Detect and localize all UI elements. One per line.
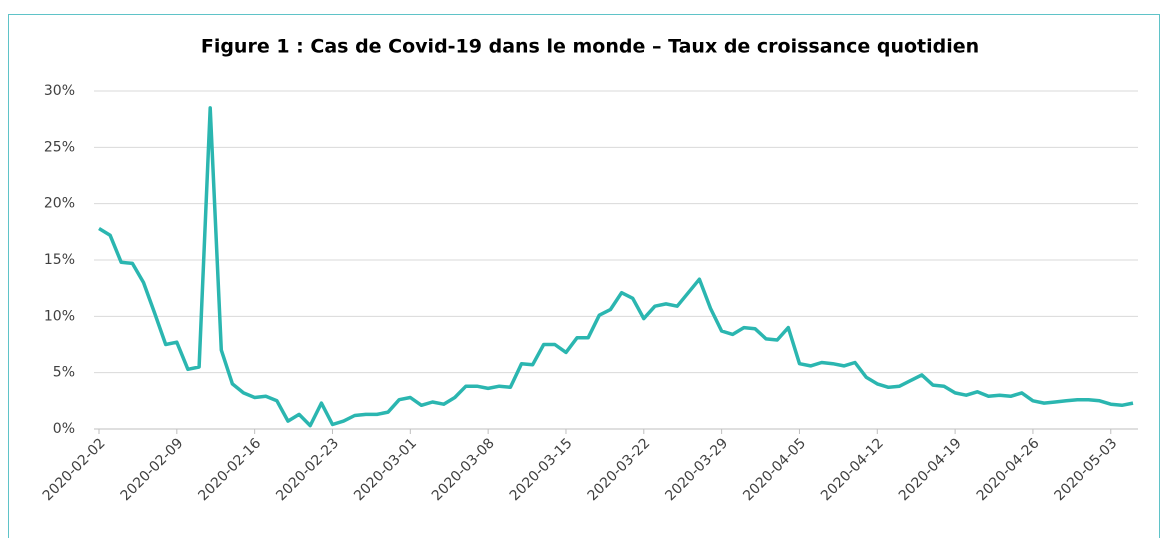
x-tick-label: 2020-05-03: [1052, 435, 1121, 504]
x-tick-label: 2020-04-12: [818, 435, 887, 504]
x-tick-label: 2020-03-29: [662, 435, 731, 504]
x-tick-label: 2020-02-16: [195, 435, 264, 504]
x-tick-label: 2020-02-09: [118, 435, 187, 504]
x-tick-label: 2020-02-02: [40, 435, 109, 504]
frame: [8, 14, 1160, 538]
y-tick-label: 10%: [44, 308, 75, 324]
y-tick-label: 0%: [53, 421, 75, 437]
x-tick-label: 2020-04-26: [974, 435, 1043, 504]
y-tick-label: 30%: [44, 83, 75, 99]
y-tick-label: 5%: [53, 365, 75, 381]
x-tick-label: 2020-04-05: [740, 435, 809, 504]
x-tick-label: 2020-02-23: [273, 435, 342, 504]
x-tick-label: 2020-03-15: [507, 435, 576, 504]
y-tick-label: 15%: [44, 252, 75, 268]
y-tick-label: 20%: [44, 196, 75, 212]
x-tick-label: 2020-03-08: [429, 435, 498, 504]
x-tick-label: 2020-03-01: [351, 435, 420, 504]
x-tick-label: 2020-03-22: [585, 435, 654, 504]
data-line: [98, 106, 1134, 428]
y-tick-label: 25%: [44, 139, 75, 155]
x-tick-label: 2020-04-19: [896, 435, 965, 504]
chart-title: Figure 1 : Cas de Covid-19 dans le monde…: [201, 36, 979, 58]
